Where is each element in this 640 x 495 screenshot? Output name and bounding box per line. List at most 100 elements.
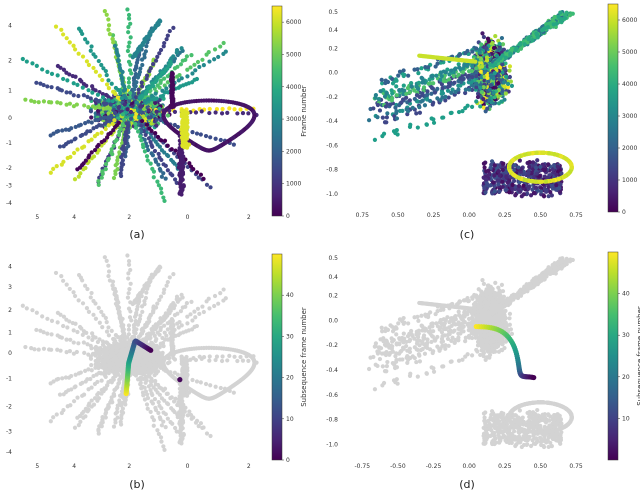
panel-b: 5 4 2 0 2 4 3 2 1 0 -1 -2 -3 -4 0 10 20 30 40 Subsequence f… xyxy=(0,248,320,495)
data-point xyxy=(36,100,41,105)
data-point xyxy=(113,171,118,177)
data-point xyxy=(198,380,203,385)
data-point xyxy=(77,324,83,330)
data-point xyxy=(103,162,109,167)
data-point xyxy=(148,161,153,166)
data-point xyxy=(113,387,118,392)
data-point xyxy=(96,431,101,436)
data-point xyxy=(150,153,156,158)
data-point xyxy=(207,106,212,112)
data-point xyxy=(71,399,77,404)
data-point xyxy=(110,121,115,126)
data-point xyxy=(55,73,60,78)
data-point xyxy=(72,177,78,182)
data-point xyxy=(76,423,81,428)
data-point xyxy=(126,76,132,81)
data-point xyxy=(165,168,170,173)
data-point xyxy=(110,36,115,42)
data-point xyxy=(30,61,35,66)
data-point xyxy=(92,147,98,153)
data-point xyxy=(173,148,178,153)
data-point xyxy=(78,171,83,176)
data-point xyxy=(157,144,162,149)
data-point xyxy=(101,66,106,71)
data-point xyxy=(203,133,209,139)
data-point xyxy=(191,415,196,420)
data-point xyxy=(141,106,147,112)
data-point xyxy=(81,340,86,345)
data-point xyxy=(186,81,191,86)
data-point xyxy=(221,40,226,46)
data-point xyxy=(40,67,45,72)
data-point xyxy=(150,401,156,406)
data-point xyxy=(144,402,150,407)
data-point xyxy=(106,86,111,91)
data-point xyxy=(89,120,94,125)
data-point xyxy=(108,102,113,107)
data-point xyxy=(40,314,45,319)
data-point xyxy=(159,138,164,143)
data-point xyxy=(71,43,76,48)
data-point xyxy=(95,144,100,149)
data-point xyxy=(126,80,131,85)
data-point xyxy=(63,375,69,380)
data-point xyxy=(49,318,55,323)
data-point xyxy=(61,392,66,397)
data-point xyxy=(140,118,145,124)
data-point xyxy=(179,46,184,51)
data-point xyxy=(142,149,148,154)
data-point xyxy=(106,132,111,137)
data-point xyxy=(127,68,133,73)
data-point xyxy=(114,294,119,299)
data-point xyxy=(133,125,139,130)
data-point xyxy=(117,62,122,68)
data-point xyxy=(167,28,172,34)
data-point xyxy=(153,159,159,164)
data-point xyxy=(107,106,112,111)
data-point xyxy=(120,112,125,117)
data-point xyxy=(71,81,76,86)
data-point xyxy=(194,131,200,136)
data-point xyxy=(144,290,149,295)
data-point xyxy=(138,104,143,109)
data-point xyxy=(195,306,201,311)
data-point xyxy=(96,178,101,184)
data-point xyxy=(144,44,149,49)
data-point xyxy=(76,123,82,128)
data-point xyxy=(151,417,157,423)
data-point xyxy=(200,57,205,62)
data-point xyxy=(137,357,143,362)
y-tick-label: 1 xyxy=(8,88,12,95)
data-point xyxy=(30,308,35,313)
data-point xyxy=(85,342,90,347)
data-point xyxy=(38,328,43,333)
data-point xyxy=(88,109,94,114)
data-point xyxy=(144,154,150,159)
data-point xyxy=(88,356,94,361)
data-point xyxy=(101,101,107,106)
data-point xyxy=(100,342,106,347)
data-point xyxy=(100,92,105,97)
data-point xyxy=(105,406,111,411)
data-point xyxy=(175,64,180,69)
data-point xyxy=(55,320,60,325)
data-point xyxy=(113,411,118,416)
data-point xyxy=(163,425,168,430)
data-point xyxy=(58,101,63,106)
data-point xyxy=(150,392,155,398)
data-point xyxy=(145,144,150,149)
data-point xyxy=(155,382,161,388)
data-point xyxy=(185,74,190,79)
data-point xyxy=(138,66,143,71)
data-point xyxy=(75,167,80,172)
data-point xyxy=(156,151,161,157)
data-point xyxy=(125,7,130,12)
data-point xyxy=(128,90,133,96)
data-point xyxy=(84,59,90,64)
data-point xyxy=(151,423,156,428)
data-point xyxy=(142,55,147,60)
data-point xyxy=(159,423,164,428)
data-point xyxy=(154,109,159,114)
data-point xyxy=(119,96,125,101)
data-point xyxy=(188,65,193,70)
